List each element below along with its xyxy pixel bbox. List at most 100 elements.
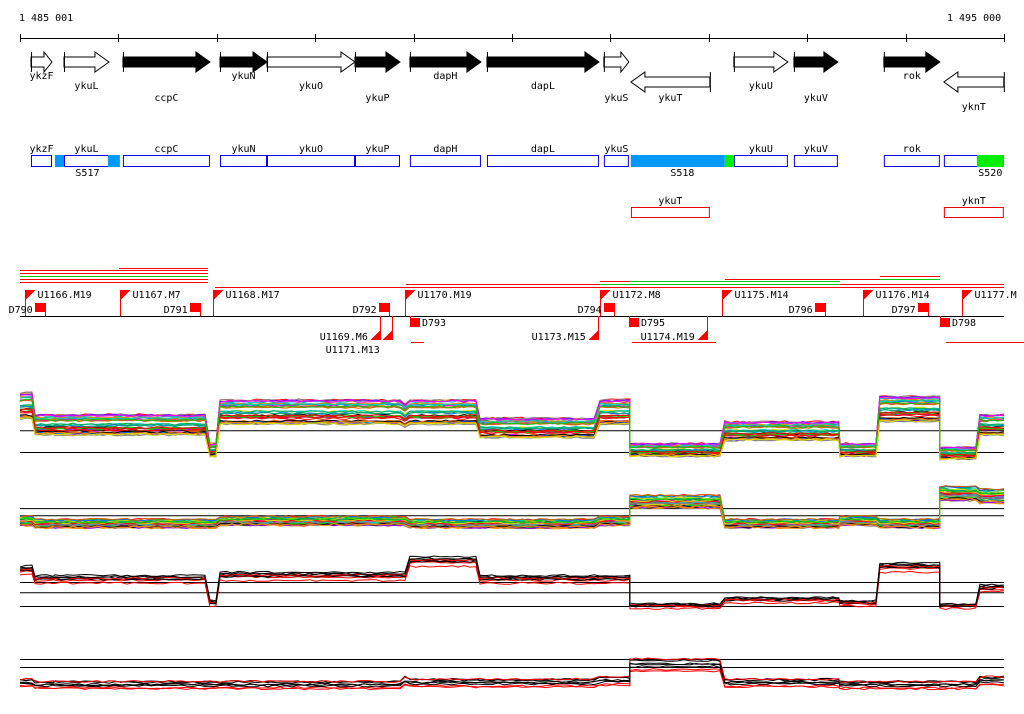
antisense-box-yknT — [943, 207, 1004, 218]
downshift-marker-icon — [35, 303, 45, 312]
downshift-marker-icon — [940, 318, 950, 327]
gene-label-ykuL: ykuL — [74, 81, 98, 92]
downshift-marker-icon — [629, 318, 639, 327]
expression-profile-line — [20, 494, 1004, 527]
downshift-marker-icon — [410, 318, 420, 327]
gene-arrow-dapL — [486, 51, 600, 73]
downshift-marker-icon — [815, 303, 825, 312]
gene-arrow-ykzF — [30, 50, 53, 74]
downshift-label: D794 — [578, 305, 602, 316]
expression-profile-line — [19, 657, 1004, 684]
tu-label: U1170.M19 — [418, 290, 472, 301]
gene-box-ykuV — [793, 155, 838, 167]
downshift-marker-icon — [604, 303, 614, 312]
tu-label: U1167.M7 — [133, 290, 181, 301]
gene-box-ykzF — [31, 155, 52, 167]
segment-S518 — [630, 155, 725, 167]
gene-arrow-ykuN — [219, 51, 268, 73]
expression-profile-line — [19, 398, 1005, 452]
tu-label: U1175.M14 — [735, 290, 789, 301]
gene-label-ykuU: ykuU — [749, 81, 773, 92]
gene-box-ykuS — [603, 155, 629, 167]
gene-box-label-rok: rok — [903, 144, 921, 155]
gene-arrow-ykuL — [63, 51, 110, 73]
expression-profile-line — [19, 558, 1004, 608]
gene-label-ccpC: ccpC — [154, 93, 178, 104]
expression-profile-line — [19, 406, 1004, 455]
expression-profile-line — [19, 394, 1004, 450]
gene-label-ykuN: ykuN — [231, 71, 255, 82]
gene-box-dapH — [409, 155, 481, 167]
downshift-label: D797 — [892, 305, 916, 316]
gene-arrow-rok — [883, 51, 941, 73]
tu-flag-icon — [120, 290, 131, 300]
expression-profile-line — [19, 670, 1004, 691]
gene-label-ykuV: ykuV — [804, 93, 828, 104]
gene-box-ccpC — [122, 155, 210, 167]
expression-profile-line — [19, 657, 1004, 683]
downshift-label: D792 — [353, 305, 377, 316]
downshift-label: D796 — [789, 305, 813, 316]
expression-profile-line — [19, 565, 1004, 611]
gene-label-ykuP: ykuP — [365, 93, 389, 104]
tu-flag-icon — [370, 330, 381, 340]
gene-box-label-ykuP: ykuP — [365, 144, 389, 155]
tu-flag-icon — [405, 290, 416, 300]
tu-flag-icon — [697, 330, 708, 340]
tu-label: U1174.M19 — [641, 332, 695, 343]
segment-label-S517: S517 — [75, 168, 99, 179]
gene-label-ykzF: ykzF — [29, 71, 53, 82]
gene-box-ykuP — [354, 155, 400, 167]
segment-label-S520: S520 — [978, 168, 1002, 179]
expression-profile-line — [19, 662, 1004, 686]
antisense-label-ykuT: ykuT — [658, 196, 682, 207]
gene-label-ykuS: ykuS — [604, 93, 628, 104]
expression-profile-line — [19, 498, 1004, 529]
gene-box-label-ykzF: ykzF — [29, 144, 53, 155]
expression-profile-line — [19, 556, 1004, 607]
gene-box-label-ykuO: ykuO — [299, 144, 323, 155]
downshift-marker-icon — [190, 303, 200, 312]
gene-box-dapL — [486, 155, 599, 167]
gene-arrow-dapH — [409, 51, 482, 73]
gene-arrow-ykuS — [603, 50, 630, 74]
gene-box-ykuN — [219, 155, 268, 167]
downshift-label: D793 — [422, 318, 446, 329]
segment-S518 — [724, 155, 734, 167]
expression-profile-line — [19, 561, 1004, 608]
gene-arrow-ykuT — [630, 71, 711, 93]
gene-arrow-ccpC — [122, 51, 211, 73]
tu-label: U1173.M15 — [532, 332, 586, 343]
gene-label-ykuT: ykuT — [658, 93, 682, 104]
tu-flag-icon — [382, 330, 393, 340]
downshift-label: D795 — [641, 318, 665, 329]
gene-box-label-ykuU: ykuU — [749, 144, 773, 155]
tu-label: U1177.M — [975, 290, 1017, 301]
gene-arrow-yknT — [943, 71, 1005, 93]
gene-arrow-ykuP — [354, 51, 401, 73]
gene-box-label-ykuV: ykuV — [804, 144, 828, 155]
downshift-label: D790 — [9, 305, 33, 316]
tu-label: U1171.M13 — [326, 345, 380, 356]
expression-profile-line — [19, 408, 1004, 456]
tu-flag-icon — [588, 330, 599, 340]
expression-profile-line — [19, 404, 1004, 455]
expression-profile-line — [19, 485, 1005, 521]
tu-flag-icon — [600, 290, 611, 300]
antisense-label-yknT: yknT — [962, 196, 986, 207]
gene-box-ykuL — [63, 155, 109, 167]
expression-profile-line — [19, 489, 1004, 524]
axis-end-label: 1 495 000 — [947, 13, 1002, 24]
gene-box-label-dapL: dapL — [531, 144, 555, 155]
expression-profile-line — [19, 414, 1004, 459]
gene-label-ykuO: ykuO — [299, 81, 323, 92]
tu-flag-icon — [722, 290, 733, 300]
gene-label-dapL: dapL — [531, 81, 555, 92]
downshift-label: D791 — [164, 305, 188, 316]
expression-profile-line — [20, 396, 1004, 451]
gene-label-yknT: yknT — [962, 102, 986, 113]
segment-label-S518: S518 — [670, 168, 694, 179]
tu-label: U1176.M14 — [876, 290, 930, 301]
tu-label: U1172.M8 — [613, 290, 661, 301]
